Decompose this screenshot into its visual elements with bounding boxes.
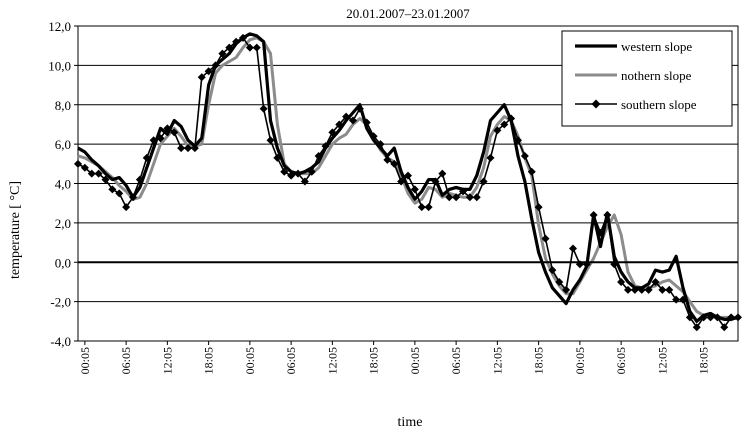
data-point [404,171,412,180]
data-point [541,234,550,243]
data-point [452,193,461,202]
data-point [562,285,571,294]
x-tick-label: 00:05 [78,347,92,374]
data-point [569,244,577,253]
x-axis-label: time [398,415,423,430]
data-point [383,155,392,164]
data-point [259,104,268,113]
data-point [445,193,454,202]
legend-item-western-slope: western slope [575,39,692,54]
data-point [177,144,186,153]
legend: western slope nothern slope southern slo… [561,30,733,127]
data-point [410,185,419,194]
y-tick-label: 12,0 [48,19,71,34]
series-line-western-slope [77,32,739,323]
y-tick-label: 2,0 [55,216,71,231]
data-point [94,169,103,178]
data-point [197,73,206,82]
x-tick-label: 18:05 [532,347,546,374]
data-point [417,203,426,212]
data-point [665,285,674,294]
data-point [472,193,481,202]
data-point [548,266,557,275]
data-point [534,203,543,212]
x-tick-label: 06:05 [449,347,463,374]
y-tick-label: 6,0 [55,137,71,152]
data-point [720,323,729,332]
x-tick-label: 06:05 [614,347,628,374]
data-point [101,175,110,184]
data-point [74,159,82,168]
y-tick-label: 8,0 [55,98,71,113]
series-western-slope [77,32,739,323]
data-point [122,203,131,212]
y-axis-label: temperature [ °C] [8,181,23,279]
data-point [390,159,399,168]
data-point [80,163,89,172]
x-tick-label: 18:05 [367,347,381,374]
y-tick-label: 10,0 [48,58,71,73]
x-tick-label: 00:05 [243,347,257,374]
data-point [644,285,653,294]
data-point [692,323,701,332]
data-point [218,49,227,58]
x-tick-label: 06:05 [284,347,298,374]
data-point [624,285,632,294]
data-point [266,136,275,145]
legend-marker-southern-slope [591,99,601,109]
data-point [300,177,309,186]
data-point [658,285,667,294]
data-point [170,128,179,137]
legend-label-western-slope: western slope [621,39,692,54]
series-layer [74,32,742,332]
data-point [651,277,660,286]
data-point [108,185,117,194]
chart-title: 20.01.2007–23.01.2007 [346,6,470,21]
data-point [245,43,254,52]
x-axis-ticks: 00:05 06:05 12:05 18:05 00:05 06:05 12:05 18:05… [78,341,711,374]
x-tick-label: 00:05 [408,347,422,374]
x-tick-label: 12:05 [160,347,174,374]
data-point [486,153,495,162]
data-point [349,116,357,125]
data-point [555,277,564,286]
data-point [500,120,509,129]
x-tick-label: 12:05 [325,347,339,374]
x-tick-label: 00:05 [573,347,587,374]
x-tick-label: 18:05 [202,347,216,374]
data-point [479,177,488,186]
data-point [493,126,502,135]
y-tick-label: 4,0 [55,177,71,192]
data-point [438,169,447,178]
data-point [527,167,536,176]
data-point [520,151,529,160]
x-tick-label: 06:05 [119,347,133,374]
x-tick-label: 12:05 [490,347,504,374]
y-axis-ticks: 12,0 10,0 8,0 6,0 4,0 2,0 0,0 -2,0 -4,0 [48,19,78,349]
data-point [204,67,213,76]
legend-item-southern-slope: southern slope [575,97,697,112]
x-tick-label: 12:05 [655,347,669,374]
y-tick-label: -2,0 [50,295,71,310]
legend-label-southern-slope: southern slope [621,97,697,112]
data-point [87,169,96,178]
y-tick-label: 0,0 [55,255,71,270]
data-point [184,144,192,153]
data-point [280,167,289,176]
data-point [252,43,261,52]
x-tick-label: 18:05 [697,347,711,374]
data-point [672,295,681,304]
data-point [115,189,124,198]
data-point [424,203,433,212]
y-tick-label: -4,0 [50,334,71,349]
legend-item-nothern-slope: nothern slope [575,68,692,83]
data-point [465,193,474,202]
data-point [617,277,626,286]
legend-label-nothern-slope: nothern slope [621,68,692,83]
